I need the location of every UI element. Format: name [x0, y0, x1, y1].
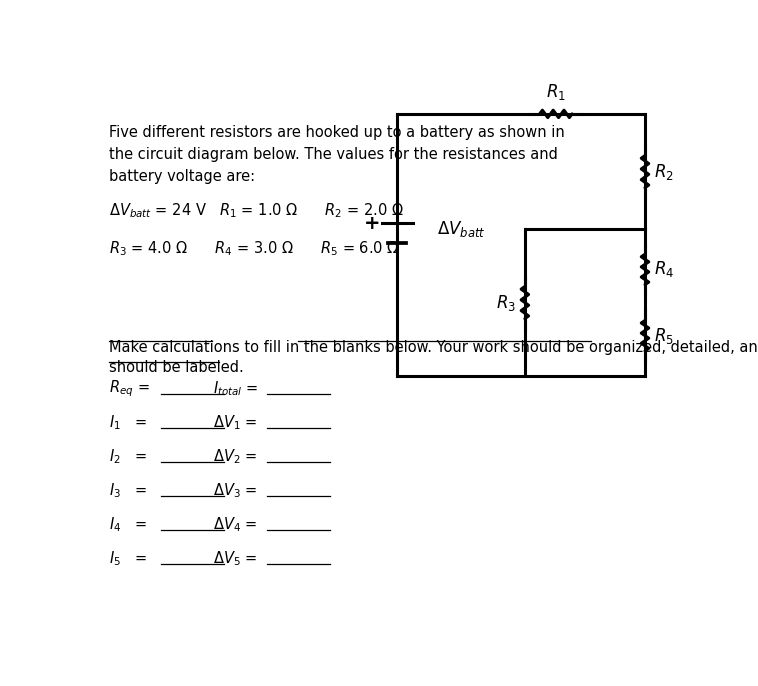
Text: $I_{total}$ =: $I_{total}$ = [212, 379, 258, 398]
Text: $\Delta V_{batt}$ = 24 V   $R_1$ = 1.0 $\Omega$      $R_2$ = 2.0 $\Omega$: $\Delta V_{batt}$ = 24 V $R_1$ = 1.0 $\O… [108, 201, 403, 220]
Text: $I_4$   =: $I_4$ = [108, 515, 146, 534]
Text: $R_5$: $R_5$ [654, 326, 674, 346]
Text: should be labeled.: should be labeled. [108, 360, 243, 375]
Text: $\Delta V_{batt}$: $\Delta V_{batt}$ [437, 220, 486, 239]
Text: $\Delta V_1$ =: $\Delta V_1$ = [212, 413, 257, 432]
Text: $\Delta V_3$ =: $\Delta V_3$ = [212, 481, 257, 500]
Text: $R_3$: $R_3$ [496, 292, 515, 313]
Text: $R_{eq}$ =: $R_{eq}$ = [108, 379, 149, 399]
Text: Make calculations to fill in the blanks below. Your work should be organized, de: Make calculations to fill in the blanks … [108, 340, 758, 355]
Text: $R_4$: $R_4$ [654, 259, 675, 279]
Text: $\Delta V_5$ =: $\Delta V_5$ = [212, 549, 257, 567]
Text: $I_2$   =: $I_2$ = [108, 447, 146, 466]
Text: $R_3$ = 4.0 $\Omega$      $R_4$ = 3.0 $\Omega$      $R_5$ = 6.0 $\Omega$: $R_3$ = 4.0 $\Omega$ $R_4$ = 3.0 $\Omega… [108, 239, 399, 258]
Text: +: + [364, 214, 381, 233]
Text: $R_2$: $R_2$ [654, 162, 674, 182]
Text: $\Delta V_4$ =: $\Delta V_4$ = [212, 515, 257, 534]
Text: $I_5$   =: $I_5$ = [108, 549, 146, 567]
Text: $\Delta V_2$ =: $\Delta V_2$ = [212, 447, 257, 466]
Text: $I_1$   =: $I_1$ = [108, 413, 146, 432]
Text: $I_3$   =: $I_3$ = [108, 481, 146, 500]
Text: $R_1$: $R_1$ [546, 82, 565, 102]
Text: Five different resistors are hooked up to a battery as shown in
the circuit diag: Five different resistors are hooked up t… [108, 126, 565, 184]
